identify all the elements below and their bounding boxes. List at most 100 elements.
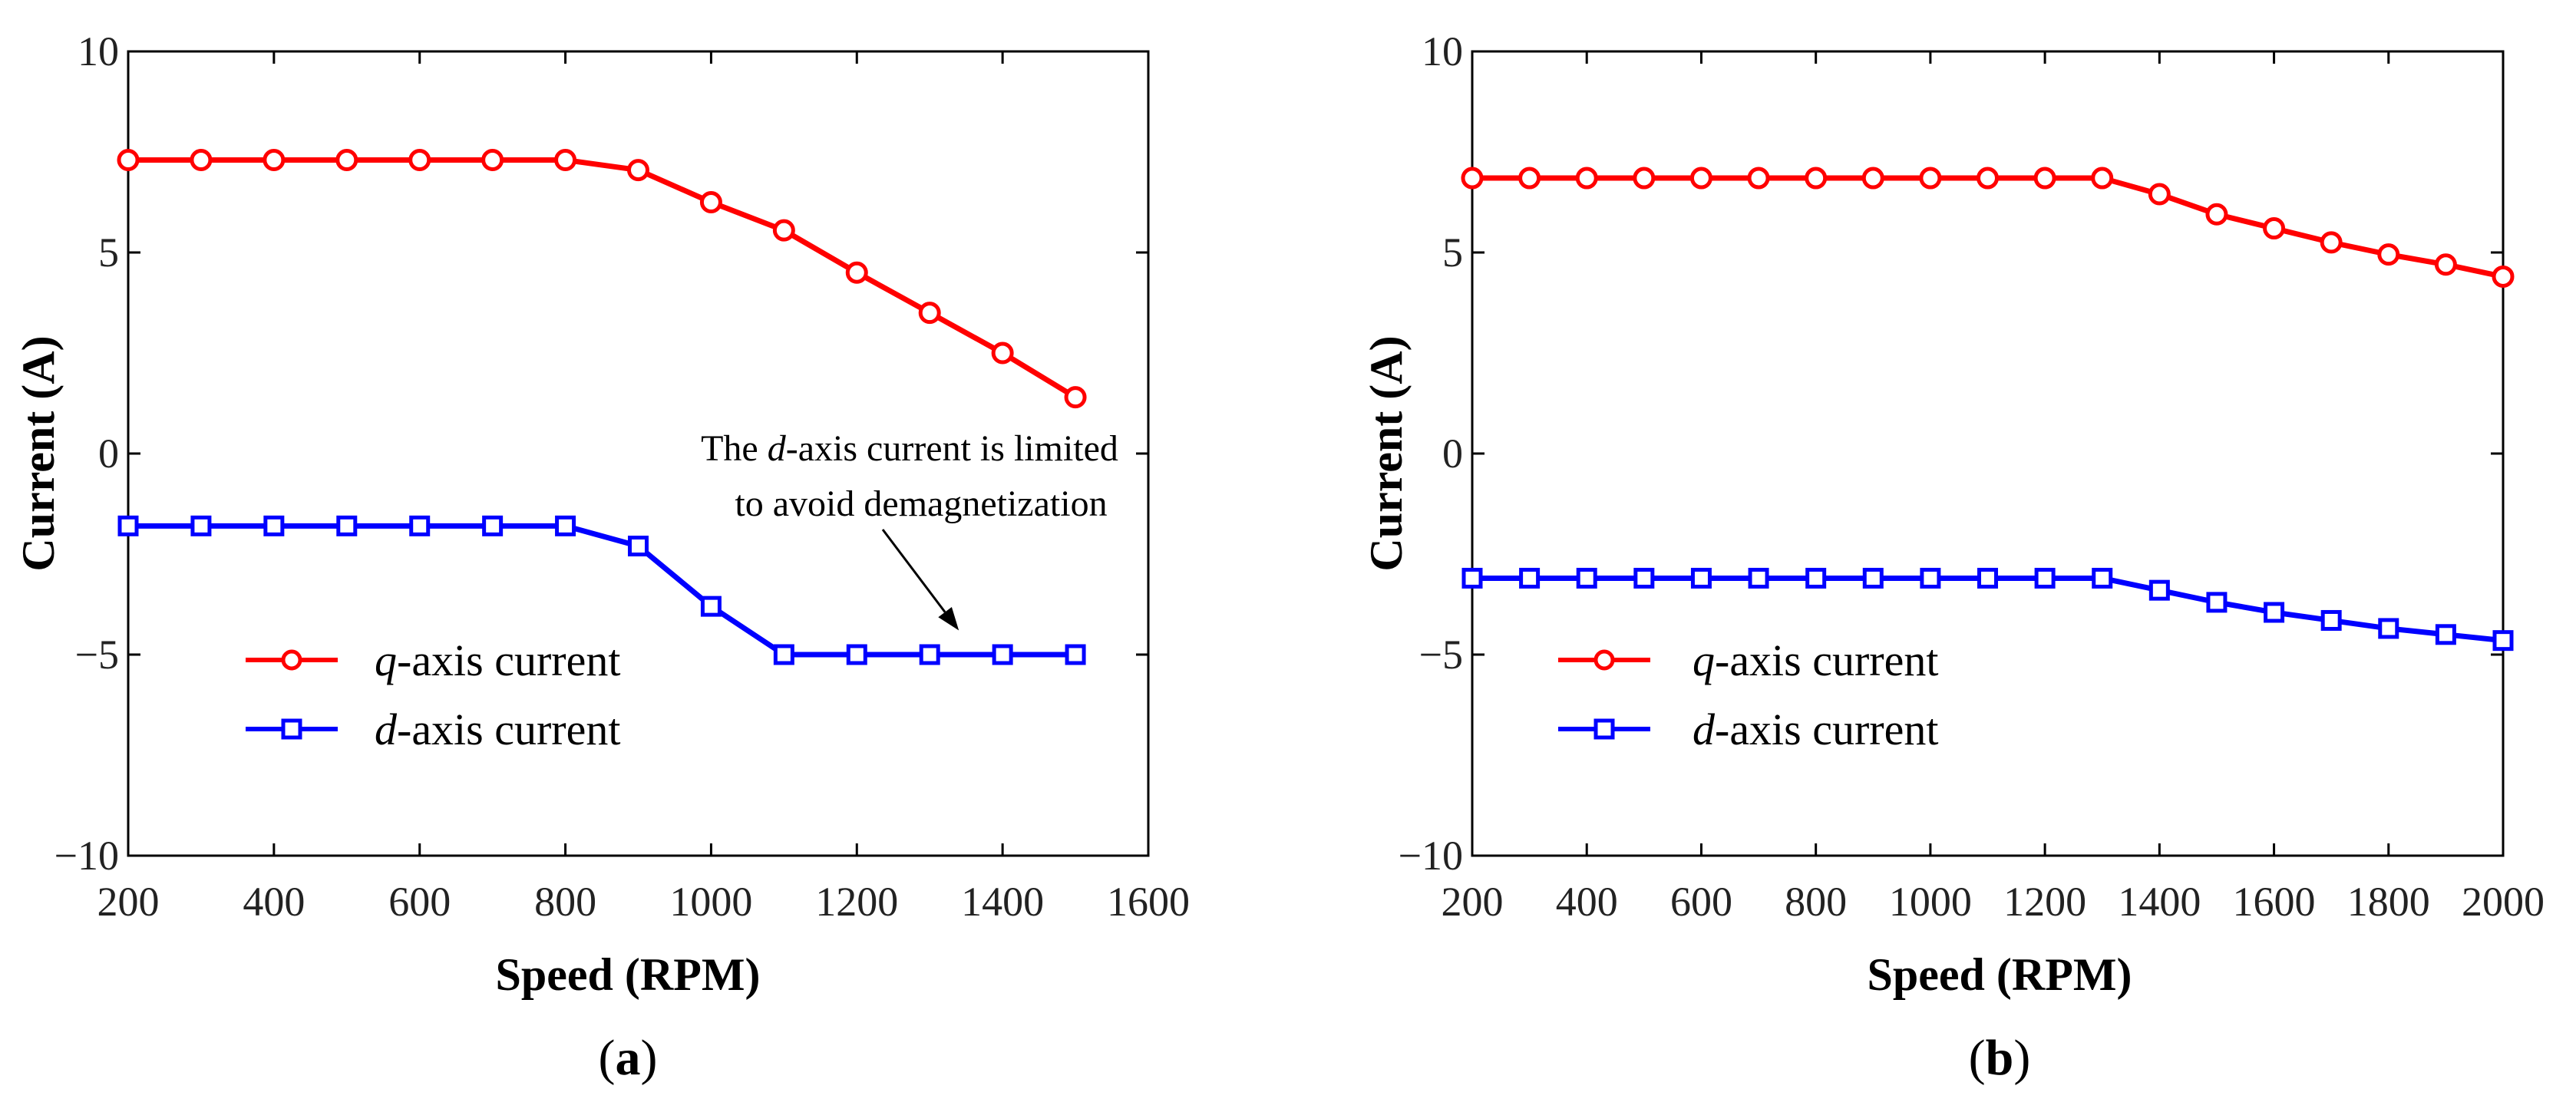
legend-q-var: q [1693,635,1715,685]
panel-b-caption: (b) [1969,1030,2031,1086]
legend-d-marker [1593,718,1615,740]
x-tick-label: 600 [388,879,451,925]
y-tick-label: 0 [1442,431,1463,477]
d-axis-data-point [846,644,867,665]
q-axis-data-point [1747,167,1770,190]
d-axis-series-line [128,523,1076,658]
d-axis-data-point [2034,567,2056,589]
d-axis-data-point [2435,624,2456,645]
d-axis-data-point [773,644,794,665]
y-tick-label: 5 [98,229,119,276]
d-axis-data-point [628,536,649,557]
annotation-arrowhead [938,606,959,631]
panel-b-x-axis-title: Speed (RPM) [1868,949,2132,1000]
q-axis-data-point [1861,167,1884,190]
x-tick-label: 400 [1556,879,1618,925]
panel-a-series [117,148,1087,665]
d-axis-data-point [1977,567,1998,589]
q-axis-data-point [1977,167,1999,190]
d-axis-data-point [1461,567,1483,589]
x-tick-label: 800 [1785,879,1847,925]
q-axis-data-point [1518,167,1541,190]
legend-q-label: q-axis current [1693,635,1938,685]
q-axis-series-line [1472,175,2504,279]
d-axis-data-point [2148,579,2170,601]
panel-a-caption-letter: a [616,1030,641,1086]
d-axis-data-point [336,515,358,536]
q-axis-data-point [554,148,577,171]
legend-q-rest: -axis current [397,635,620,685]
x-tick-label: 1200 [2003,879,2086,925]
d-axis-data-point [1065,644,1086,665]
q-axis-data-point [627,159,649,182]
panel-b-legend: q-axis current d-axis current [1558,635,1938,754]
panel-a-x-ticks: 200 400 600 800 1000 1200 1400 1600 [97,51,1190,925]
d-axis-data-point [992,644,1013,665]
x-tick-label: 1800 [2347,879,2430,925]
d-axis-data-point [1633,567,1655,589]
q-axis-data-point [918,302,941,325]
panel-b-series [1461,167,2515,652]
q-axis-data-point [2033,167,2056,190]
y-tick-label: −5 [1419,632,1463,678]
d-axis-data-point [409,515,431,536]
d-axis-data-point [2092,567,2113,589]
q-axis-data-point [117,148,140,171]
d-axis-data-point [1920,567,1941,589]
legend-d-marker [281,718,302,740]
d-axis-data-point [2264,602,2285,623]
legend-q-label: q-axis current [375,635,620,685]
d-axis-data-point [700,596,722,617]
legend-d-var: d [375,704,398,754]
q-axis-data-point [2091,167,2114,190]
legend-q-marker [281,649,302,671]
y-tick-label: −10 [1399,833,1463,879]
x-tick-label: 400 [243,879,305,925]
panel-b-x-ticks: 200 400 600 800 1000 1200 1400 1600 1800 2000 [1442,51,2545,925]
d-axis-data-point [2206,592,2228,613]
q-axis-data-point [772,219,795,242]
q-axis-data-point [481,148,504,171]
q-axis-data-point [1461,167,1484,190]
q-axis-data-point [1919,167,1942,190]
x-tick-label: 1600 [1107,879,1190,925]
q-axis-data-point [335,148,358,171]
q-axis-data-point [991,341,1014,365]
panel-a-caption: (a) [599,1030,658,1086]
d-axis-data-point [1748,567,1769,589]
x-tick-label: 1400 [961,879,1044,925]
q-axis-data-point [699,191,722,213]
y-tick-label: 0 [98,431,119,477]
y-tick-label: 10 [1422,28,1463,74]
y-tick-label: −5 [75,632,119,678]
q-axis-data-point [2434,253,2457,276]
x-tick-label: 2000 [2462,879,2545,925]
panel-a-y-axis-title: Current (A) [13,335,64,571]
q-axis-data-point [2205,203,2228,226]
q-axis-data-point [190,148,213,171]
x-tick-label: 200 [97,879,160,925]
x-tick-label: 1000 [669,879,752,925]
panel-a-annotation: The d-axis current is limited to avoid d… [701,428,1118,631]
x-tick-label: 800 [534,879,596,925]
y-tick-label: 5 [1442,229,1463,276]
d-axis-data-point [117,515,139,536]
d-axis-data-point [2492,630,2514,652]
annotation-line-1: The d-axis current is limited [701,428,1118,469]
d-axis-data-point [1519,567,1541,589]
x-tick-label: 200 [1442,879,1504,925]
q-axis-data-point [1575,167,1598,190]
annotation-suffix: -axis current is limited [786,428,1118,469]
panel-b: 10 5 0 −5 −10 200 400 600 800 1000 1200 1400 1600 18… [1361,28,2545,1086]
y-tick-label: 10 [78,28,119,74]
panel-a: 10 5 0 −5 −10 200 400 600 800 1000 1200 1400 1600 C… [13,28,1190,1086]
q-axis-data-point [2492,265,2515,288]
q-axis-data-point [1633,167,1656,190]
annotation-line-2: to avoid demagnetization [735,483,1107,524]
legend-d-label: d-axis current [375,704,620,754]
legend-d-var: d [1693,704,1716,754]
d-axis-data-point [263,515,285,536]
legend-d-rest: -axis current [397,704,620,754]
q-axis-data-point [1064,386,1087,409]
